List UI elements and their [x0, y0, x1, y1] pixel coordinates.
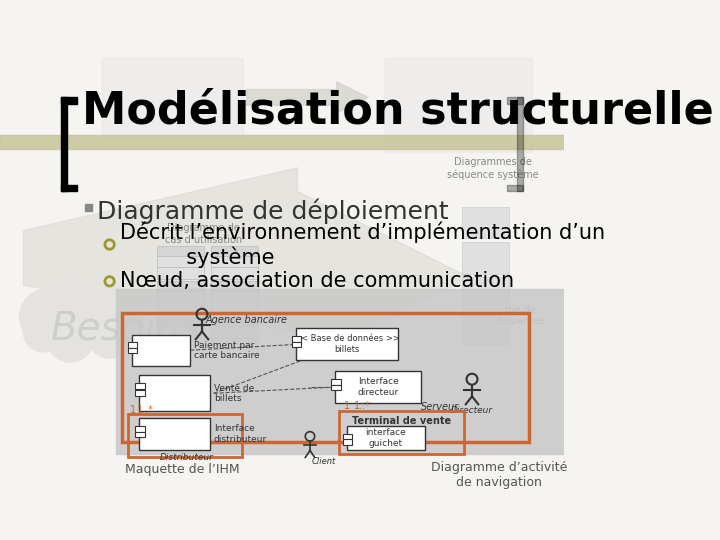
Text: Agence bancaire: Agence bancaire — [206, 315, 288, 325]
Bar — [331, 384, 341, 390]
Bar — [156, 267, 204, 279]
Text: Modélisation structurelle: Modélisation structurelle — [82, 90, 714, 133]
Bar — [84, 204, 91, 211]
Bar — [331, 379, 341, 384]
Text: Vente de
billets: Vente de billets — [214, 383, 254, 403]
Text: Décrit l’environnement d’implémentation d’un
          système: Décrit l’environnement d’implémentation … — [120, 221, 605, 268]
Bar — [61, 97, 77, 104]
Bar — [335, 372, 421, 403]
Bar — [0, 135, 564, 149]
Text: Interface
distributeur: Interface distributeur — [214, 424, 267, 444]
Bar — [517, 97, 523, 191]
Text: Diagramme de déploiement: Diagramme de déploiement — [97, 198, 449, 224]
Bar — [156, 255, 204, 267]
Circle shape — [99, 299, 143, 342]
Circle shape — [51, 278, 98, 325]
Bar — [462, 242, 509, 274]
Text: Distributeur: Distributeur — [159, 453, 213, 462]
Bar — [135, 390, 145, 396]
Bar — [156, 281, 204, 291]
Bar — [212, 338, 258, 349]
Bar — [156, 326, 204, 338]
Text: Paiement par
carte bancaire: Paiement par carte bancaire — [194, 341, 260, 360]
Bar — [212, 326, 258, 338]
Text: Terminal de vente: Terminal de vente — [352, 416, 451, 426]
Bar — [102, 58, 243, 137]
Circle shape — [19, 289, 74, 344]
Bar — [156, 291, 204, 302]
Bar — [61, 97, 67, 191]
Bar — [140, 418, 210, 450]
Text: Nœud, association de communication: Nœud, association de communication — [120, 271, 514, 292]
Text: 1: 1 — [130, 405, 136, 415]
Bar — [347, 426, 425, 450]
Circle shape — [74, 281, 129, 336]
Polygon shape — [24, 168, 469, 363]
Text: 1: 1 — [343, 401, 350, 411]
Bar — [135, 431, 145, 437]
Circle shape — [47, 315, 94, 362]
Bar — [343, 434, 352, 440]
Bar — [384, 58, 532, 152]
Bar — [116, 289, 566, 454]
Bar — [292, 342, 302, 347]
Text: Besoins: Besoins — [51, 309, 201, 347]
Text: 1..*: 1..* — [137, 405, 154, 415]
Text: interface
guichet: interface guichet — [366, 428, 406, 448]
Bar — [462, 313, 509, 344]
Text: Client: Client — [312, 457, 336, 466]
Polygon shape — [246, 82, 368, 113]
Bar — [507, 185, 523, 191]
Text: Maquette de l’IHM: Maquette de l’IHM — [125, 463, 240, 476]
Text: Diagramme de
cas d’utilisation: Diagramme de cas d’utilisation — [165, 223, 242, 245]
Bar — [212, 267, 258, 279]
Text: << Base de données >>
billets: << Base de données >> billets — [294, 334, 400, 354]
Bar — [292, 336, 302, 342]
Bar — [127, 348, 137, 353]
Bar — [212, 316, 258, 326]
Bar — [156, 316, 204, 326]
Bar — [212, 255, 258, 267]
Bar — [507, 97, 523, 104]
Circle shape — [88, 314, 132, 358]
Bar — [132, 335, 190, 366]
Bar — [339, 410, 464, 454]
Text: Interface
directeur: Interface directeur — [357, 377, 399, 397]
Text: Serveur: Serveur — [421, 402, 459, 411]
Text: Diagramme d’activité
de navigation: Diagramme d’activité de navigation — [431, 461, 567, 489]
Bar — [156, 302, 204, 314]
Bar — [212, 291, 258, 302]
Bar — [135, 426, 145, 431]
Bar — [127, 342, 137, 348]
Text: Diagrammes de
séquence système: Diagrammes de séquence système — [447, 157, 539, 180]
Bar — [122, 313, 529, 442]
Bar — [212, 246, 258, 255]
Bar — [128, 414, 242, 457]
Bar — [156, 338, 204, 349]
Bar — [156, 246, 204, 255]
Bar — [61, 185, 77, 191]
Bar — [296, 328, 397, 360]
Bar — [343, 440, 352, 445]
Text: Directeur: Directeur — [451, 406, 493, 415]
Bar — [212, 281, 258, 291]
Bar — [212, 302, 258, 314]
Bar — [135, 383, 145, 389]
Text: 1..*: 1..* — [354, 401, 371, 411]
Text: me de
ticipantes: me de ticipantes — [496, 305, 544, 326]
Circle shape — [24, 313, 63, 352]
Bar — [462, 278, 509, 309]
Bar — [140, 375, 210, 410]
Bar — [462, 207, 509, 238]
